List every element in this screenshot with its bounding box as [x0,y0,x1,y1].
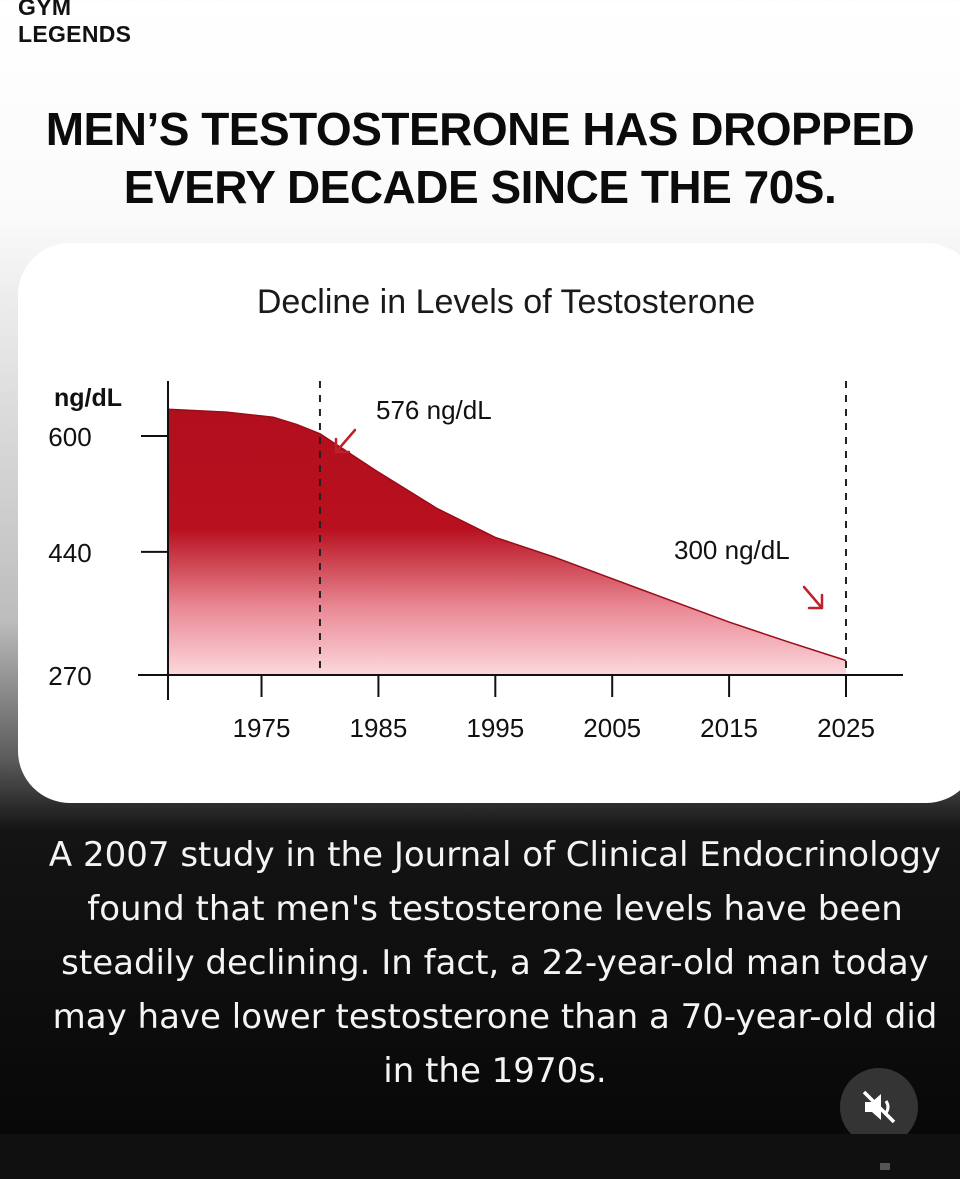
area-series [168,409,846,675]
chart: Decline in Levels of Testosterone ng/dL … [48,283,903,743]
annotation-2025: 300 ng/dL [674,535,790,565]
x-tick-label-2015: 2015 [700,713,758,743]
mute-button[interactable] [840,1068,918,1146]
headline-line-2: EVERY DECADE SINCE THE 70S. [123,161,837,213]
annotation-arrow-2025 [802,585,824,610]
y-axis-label: ng/dL [54,384,122,412]
chart-title: Decline in Levels of Testosterone [257,283,755,321]
chart-card: Decline in Levels of Testosterone ng/dL … [18,243,960,803]
x-tick-label-2005: 2005 [583,713,641,743]
brand-line-1: GYM [18,0,72,20]
bottom-indicator [880,1163,890,1170]
brand-logo: GYM LEGENDS [18,0,218,48]
x-tick-label-1995: 1995 [466,713,524,743]
y-tick-label-270: 270 [48,661,91,691]
x-tick-label-2025: 2025 [817,713,875,743]
x-tick-label-1985: 1985 [349,713,407,743]
y-tick-label-600: 600 [48,422,91,452]
bottom-bar [0,1134,960,1179]
speaker-muted-icon [862,1090,896,1124]
annotation-arrow-1980 [334,428,357,454]
headline: MEN’S TESTOSTERONE HAS DROPPED EVERY DEC… [0,100,960,216]
headline-line-1: MEN’S TESTOSTERONE HAS DROPPED [45,103,915,155]
annotation-1980: 576 ng/dL [376,395,492,425]
series-line [167,408,847,662]
x-tick-label-1975: 1975 [233,713,291,743]
brand-line-2: LEGENDS [18,21,132,47]
y-tick-label-440: 440 [48,538,91,568]
caption-text: A 2007 study in the Journal of Clinical … [48,835,942,1091]
